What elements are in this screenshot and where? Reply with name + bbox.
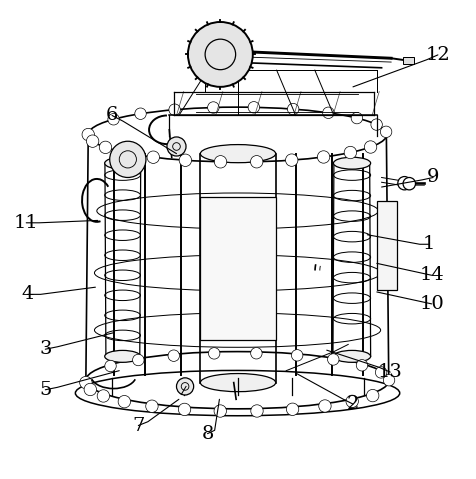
Text: 6: 6: [106, 106, 118, 125]
Text: 5: 5: [39, 381, 51, 399]
Text: 2: 2: [346, 395, 358, 413]
Circle shape: [179, 154, 191, 167]
Circle shape: [188, 22, 252, 87]
Circle shape: [207, 102, 218, 113]
Circle shape: [108, 114, 119, 125]
Circle shape: [318, 400, 330, 412]
Circle shape: [167, 137, 186, 156]
Circle shape: [169, 104, 180, 115]
Circle shape: [119, 147, 132, 159]
Circle shape: [327, 354, 338, 365]
Text: 1: 1: [422, 235, 435, 253]
Text: 13: 13: [377, 363, 402, 381]
Circle shape: [79, 376, 92, 389]
Text: 4: 4: [21, 285, 34, 303]
Text: 10: 10: [418, 295, 443, 313]
Circle shape: [364, 141, 376, 153]
Circle shape: [109, 141, 146, 178]
Circle shape: [135, 108, 146, 119]
Circle shape: [214, 156, 226, 168]
Circle shape: [370, 119, 382, 130]
Text: 9: 9: [426, 169, 438, 186]
Circle shape: [286, 403, 298, 415]
Circle shape: [208, 348, 219, 359]
Ellipse shape: [333, 351, 370, 362]
Circle shape: [402, 178, 415, 190]
Circle shape: [375, 366, 386, 378]
Circle shape: [356, 360, 367, 371]
Circle shape: [317, 151, 329, 163]
Ellipse shape: [200, 374, 275, 392]
Circle shape: [291, 350, 302, 361]
Circle shape: [287, 103, 298, 115]
Circle shape: [82, 128, 94, 141]
Circle shape: [383, 375, 394, 386]
Circle shape: [146, 400, 158, 412]
Circle shape: [118, 396, 130, 408]
Ellipse shape: [104, 157, 140, 169]
Circle shape: [248, 102, 259, 113]
Circle shape: [322, 107, 333, 118]
Bar: [376, 201, 396, 290]
Circle shape: [132, 354, 144, 366]
Circle shape: [168, 350, 179, 361]
Circle shape: [147, 151, 159, 163]
Circle shape: [345, 395, 357, 408]
Ellipse shape: [104, 351, 140, 362]
FancyBboxPatch shape: [200, 196, 275, 340]
Circle shape: [350, 113, 362, 124]
Text: 12: 12: [425, 46, 449, 64]
Circle shape: [105, 360, 116, 372]
Ellipse shape: [333, 157, 370, 169]
Circle shape: [178, 403, 190, 416]
Circle shape: [397, 177, 410, 190]
Text: 14: 14: [418, 266, 443, 284]
Bar: [402, 57, 413, 64]
Text: 11: 11: [14, 214, 39, 232]
Circle shape: [344, 146, 356, 159]
Circle shape: [250, 348, 261, 359]
Circle shape: [366, 389, 378, 402]
Text: 3: 3: [39, 340, 51, 358]
Circle shape: [285, 154, 298, 166]
Circle shape: [379, 126, 391, 137]
Circle shape: [84, 383, 96, 396]
Circle shape: [97, 390, 109, 402]
Text: 7: 7: [132, 417, 144, 434]
Circle shape: [214, 405, 226, 417]
Ellipse shape: [200, 145, 275, 163]
Circle shape: [99, 141, 111, 154]
Circle shape: [176, 378, 193, 395]
Text: 8: 8: [201, 425, 213, 443]
Circle shape: [250, 156, 262, 168]
Circle shape: [86, 135, 99, 148]
Circle shape: [250, 405, 263, 417]
